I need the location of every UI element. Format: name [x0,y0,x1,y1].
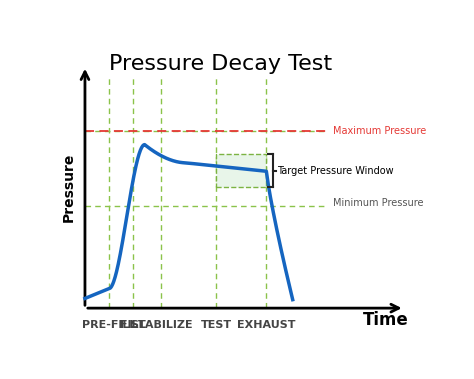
Text: Maximum Pressure: Maximum Pressure [333,126,426,136]
Text: TEST: TEST [201,320,232,330]
Text: Pressure: Pressure [62,152,75,222]
Text: Time: Time [363,311,408,329]
Text: EXHAUST: EXHAUST [237,320,296,330]
Text: Target Pressure Window: Target Pressure Window [277,166,394,176]
FancyBboxPatch shape [216,154,266,187]
Text: Minimum Pressure: Minimum Pressure [333,199,423,208]
Text: FILL: FILL [120,320,146,330]
Text: Pressure Decay Test: Pressure Decay Test [109,54,332,74]
Text: STABILIZE: STABILIZE [130,320,193,330]
Text: PRE-FILL: PRE-FILL [82,320,136,330]
